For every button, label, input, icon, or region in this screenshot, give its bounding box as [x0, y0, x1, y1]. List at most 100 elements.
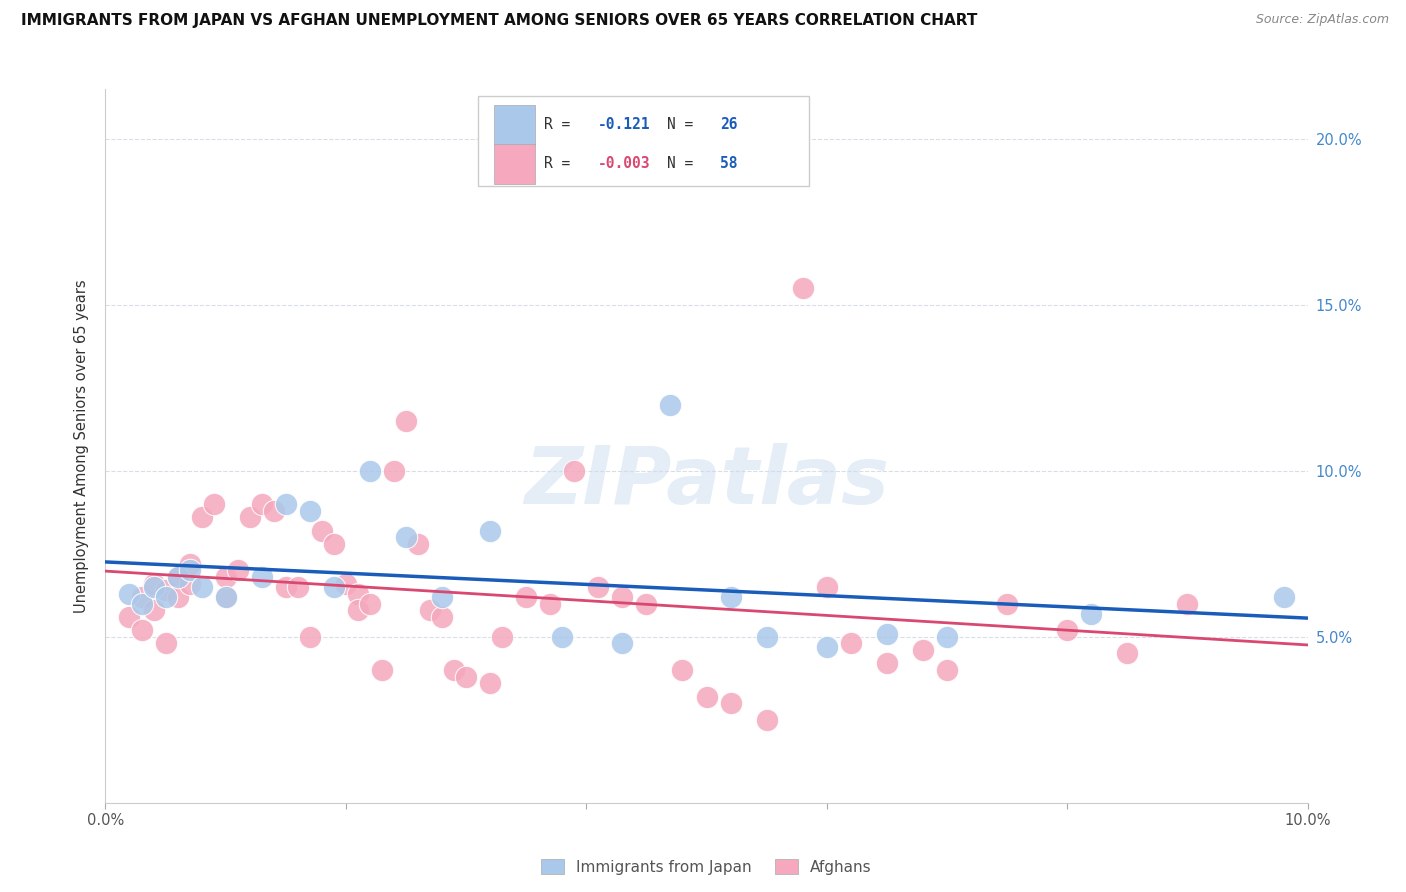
Text: R =: R = — [544, 156, 579, 171]
Point — [454, 670, 477, 684]
Point — [166, 570, 188, 584]
Point — [911, 643, 934, 657]
Point — [118, 587, 141, 601]
Text: N =: N = — [666, 156, 702, 171]
Text: R =: R = — [544, 117, 579, 132]
Point — [118, 610, 141, 624]
Legend: Immigrants from Japan, Afghans: Immigrants from Japan, Afghans — [536, 853, 877, 880]
Point — [696, 690, 718, 704]
Point — [202, 497, 225, 511]
Point — [131, 590, 153, 604]
Point — [720, 590, 742, 604]
Point — [936, 630, 959, 644]
Point — [166, 570, 188, 584]
Point — [671, 663, 693, 677]
Point — [142, 576, 165, 591]
Point — [612, 636, 634, 650]
Point — [1272, 590, 1295, 604]
Point — [419, 603, 441, 617]
Point — [792, 281, 814, 295]
FancyBboxPatch shape — [494, 104, 534, 145]
Point — [395, 530, 418, 544]
Point — [155, 590, 177, 604]
Text: ZIPatlas: ZIPatlas — [524, 442, 889, 521]
Point — [538, 597, 561, 611]
Point — [322, 580, 344, 594]
Point — [612, 590, 634, 604]
Point — [515, 590, 537, 604]
Point — [1080, 607, 1102, 621]
Point — [322, 537, 344, 551]
Point — [131, 624, 153, 638]
Point — [443, 663, 465, 677]
Point — [214, 590, 236, 604]
Point — [430, 590, 453, 604]
Point — [839, 636, 862, 650]
Point — [250, 497, 273, 511]
Point — [636, 597, 658, 611]
Point — [226, 564, 249, 578]
Point — [479, 524, 502, 538]
Point — [287, 580, 309, 594]
Point — [214, 590, 236, 604]
Point — [876, 626, 898, 640]
Point — [995, 597, 1018, 611]
Point — [239, 510, 262, 524]
Point — [190, 580, 212, 594]
Text: -0.003: -0.003 — [599, 156, 651, 171]
Point — [179, 564, 201, 578]
Point — [179, 576, 201, 591]
Point — [214, 570, 236, 584]
Point — [274, 497, 297, 511]
Point — [395, 414, 418, 428]
Point — [190, 510, 212, 524]
Point — [179, 557, 201, 571]
Point — [347, 603, 370, 617]
Point — [1056, 624, 1078, 638]
Point — [659, 397, 682, 411]
Point — [166, 590, 188, 604]
Point — [562, 464, 585, 478]
Point — [298, 630, 321, 644]
Point — [491, 630, 513, 644]
Point — [371, 663, 394, 677]
Point — [274, 580, 297, 594]
Point — [382, 464, 405, 478]
Point — [1116, 647, 1139, 661]
Point — [142, 603, 165, 617]
Point — [1175, 597, 1198, 611]
Text: Source: ZipAtlas.com: Source: ZipAtlas.com — [1256, 13, 1389, 27]
Point — [406, 537, 429, 551]
Text: -0.121: -0.121 — [599, 117, 651, 132]
Point — [755, 713, 778, 727]
Text: 26: 26 — [720, 117, 737, 132]
Point — [755, 630, 778, 644]
Point — [250, 570, 273, 584]
Point — [876, 657, 898, 671]
Point — [430, 610, 453, 624]
Point — [335, 576, 357, 591]
Point — [551, 630, 574, 644]
Point — [815, 640, 838, 654]
Text: IMMIGRANTS FROM JAPAN VS AFGHAN UNEMPLOYMENT AMONG SENIORS OVER 65 YEARS CORRELA: IMMIGRANTS FROM JAPAN VS AFGHAN UNEMPLOY… — [21, 13, 977, 29]
Point — [588, 580, 610, 594]
Point — [347, 587, 370, 601]
Point — [142, 580, 165, 594]
Point — [263, 504, 285, 518]
Point — [720, 696, 742, 710]
Point — [155, 636, 177, 650]
FancyBboxPatch shape — [494, 144, 534, 184]
Point — [936, 663, 959, 677]
Point — [298, 504, 321, 518]
Text: 58: 58 — [720, 156, 737, 171]
Point — [815, 580, 838, 594]
Text: N =: N = — [666, 117, 702, 132]
Point — [155, 583, 177, 598]
FancyBboxPatch shape — [478, 96, 808, 186]
Y-axis label: Unemployment Among Seniors over 65 years: Unemployment Among Seniors over 65 years — [75, 279, 90, 613]
Point — [479, 676, 502, 690]
Point — [359, 464, 381, 478]
Point — [311, 524, 333, 538]
Point — [359, 597, 381, 611]
Point — [131, 597, 153, 611]
